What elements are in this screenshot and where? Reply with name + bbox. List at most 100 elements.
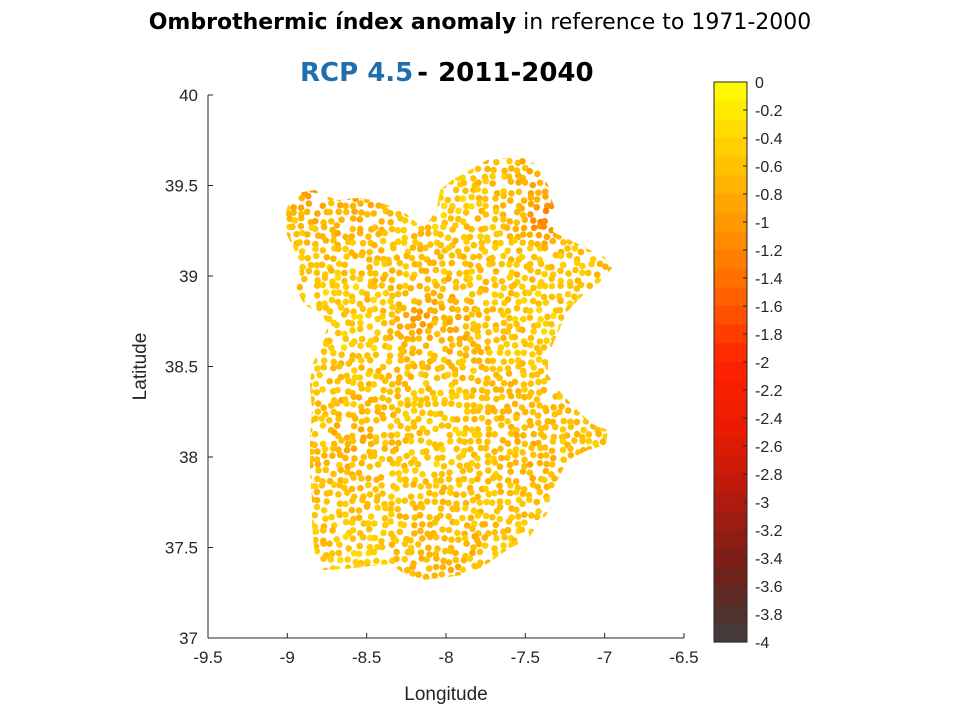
- data-point: [455, 430, 463, 437]
- data-point: [415, 261, 423, 268]
- data-point: [526, 307, 534, 315]
- data-point: [396, 283, 403, 291]
- data-point: [519, 239, 526, 246]
- data-point: [447, 438, 454, 445]
- data-point: [424, 454, 431, 461]
- data-point: [498, 260, 506, 268]
- data-point: [506, 314, 513, 322]
- data-point: [462, 305, 470, 313]
- data-point: [407, 493, 415, 501]
- data-point: [366, 432, 374, 440]
- data-point: [489, 474, 497, 482]
- data-point: [378, 482, 385, 489]
- data-point: [475, 540, 483, 548]
- data-point: [314, 210, 321, 217]
- data-point: [496, 498, 504, 505]
- data-point: [304, 231, 311, 238]
- data-point: [504, 498, 512, 506]
- data-point: [348, 519, 356, 526]
- data-point: [414, 461, 422, 468]
- data-point: [455, 313, 462, 321]
- data-point: [349, 239, 357, 246]
- data-point: [489, 357, 497, 365]
- data-point: [327, 402, 335, 409]
- data-point: [496, 503, 504, 511]
- data-point: [489, 380, 496, 387]
- subtitle-separator: -: [417, 58, 429, 88]
- data-point: [557, 252, 565, 260]
- data-point: [540, 293, 548, 301]
- data-point: [500, 379, 508, 387]
- data-point: [497, 239, 504, 247]
- data-point: [418, 555, 426, 562]
- data-point: [507, 392, 515, 400]
- data-point: [423, 556, 431, 563]
- data-point: [585, 437, 593, 445]
- data-point: [424, 364, 432, 371]
- data-point: [447, 215, 455, 222]
- axes: -9.5 -9 -8.5 -8 -7.5 -7 -6.5 37 37.5 38 38.5 39 39.5…: [130, 86, 699, 705]
- data-point: [452, 556, 460, 564]
- data-point: [506, 274, 514, 281]
- colorbar-tick-label: -2: [755, 355, 769, 372]
- data-point: [455, 215, 462, 223]
- data-point: [518, 404, 526, 411]
- data-point: [402, 481, 410, 489]
- data-point: [343, 434, 351, 442]
- data-point: [396, 512, 404, 520]
- data-point: [387, 328, 394, 335]
- y-tick-label: 37: [179, 629, 198, 648]
- data-point: [526, 496, 533, 504]
- data-point: [322, 410, 329, 418]
- colorbar-tick-label: -3.2: [755, 523, 783, 540]
- data-point: [491, 489, 498, 497]
- data-point: [407, 548, 415, 556]
- data-point: [535, 508, 542, 515]
- data-point: [536, 179, 544, 187]
- data-point: [366, 256, 373, 263]
- data-point: [367, 426, 374, 433]
- data-point: [352, 283, 360, 291]
- data-point: [394, 407, 402, 414]
- data-point: [326, 315, 333, 323]
- data-point: [396, 476, 404, 483]
- data-point: [566, 300, 574, 307]
- data-point: [433, 282, 440, 289]
- data-point: [573, 285, 581, 293]
- data-point: [482, 299, 490, 307]
- data-point: [371, 283, 378, 290]
- data-point: [424, 400, 432, 408]
- data-point: [408, 449, 416, 456]
- data-point: [459, 363, 466, 371]
- colorbar-segment: [714, 119, 747, 139]
- data-point: [336, 481, 344, 489]
- data-point: [389, 303, 396, 311]
- data-point: [386, 352, 394, 360]
- data-point: [550, 404, 557, 411]
- data-point: [498, 421, 505, 429]
- data-point: [474, 343, 482, 351]
- chart-title: Ombrothermic índex anomaly in reference …: [0, 10, 960, 35]
- data-point: [431, 572, 439, 579]
- data-point: [311, 511, 319, 519]
- data-point: [540, 377, 548, 385]
- period-label: 2011-2040: [438, 58, 594, 88]
- data-point: [573, 430, 581, 438]
- data-point: [482, 445, 490, 452]
- data-point: [387, 210, 394, 217]
- data-point: [491, 529, 499, 536]
- data-point: [529, 276, 536, 283]
- data-point: [410, 400, 418, 408]
- data-point: [444, 234, 452, 242]
- data-point: [518, 526, 526, 533]
- data-point: [345, 545, 353, 552]
- data-point: [441, 547, 449, 555]
- data-point: [482, 380, 490, 387]
- data-point: [440, 557, 448, 565]
- data-point: [314, 475, 321, 483]
- data-point: [462, 345, 470, 353]
- data-point: [297, 222, 305, 230]
- data-point: [505, 370, 513, 377]
- data-point: [515, 188, 523, 196]
- data-point: [359, 496, 366, 504]
